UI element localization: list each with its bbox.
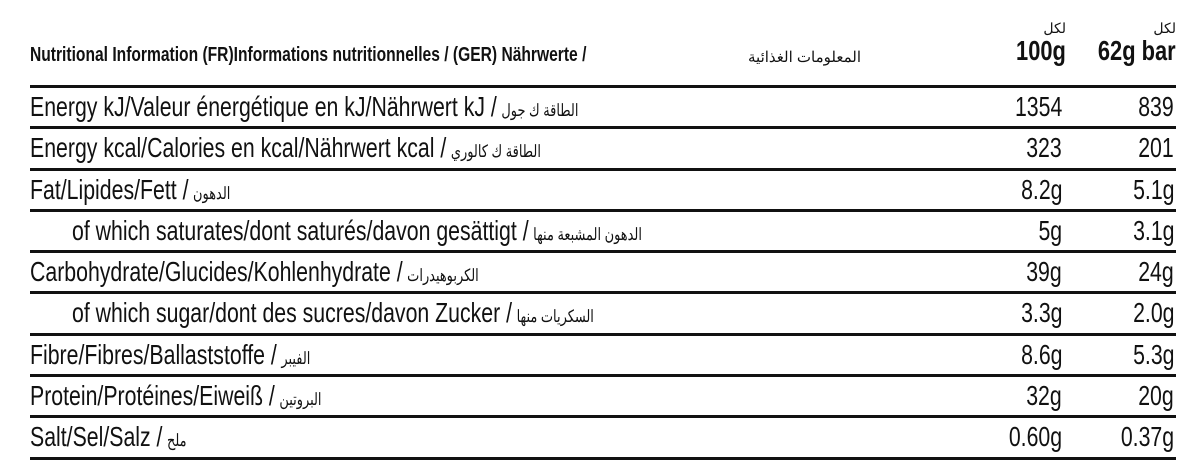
nutrient-name: Energy kcal/Calories en kcal/Nährwert kc… [30, 132, 447, 164]
nutrient-name: of which sugar/dont des sucres/davon Zuc… [72, 297, 513, 329]
nutrient-name: Fibre/Fibres/Ballaststoffe / [30, 338, 277, 370]
nutrient-name-arabic: ملح [167, 431, 187, 451]
value-per-bar: 201 [1138, 132, 1174, 164]
nutrient-name-arabic: الدهون المشبعة منها [533, 224, 642, 244]
nutrient-label: Fat/Lipides/Fett / الدهون [30, 174, 230, 206]
table-row: of which sugar/dont des sucres/davon Zuc… [30, 294, 1176, 336]
nutrient-label: of which saturates/dont saturés/davon ge… [72, 215, 642, 247]
nutrient-name: Fat/Lipides/Fett / [30, 173, 189, 205]
header-title-arabic: المعلومات الغذائية [748, 49, 862, 66]
nutrient-label: Salt/Sel/Salz / ملح [30, 421, 187, 453]
nutrient-label: Energy kJ/Valeur énergétique en kJ/Nährw… [30, 91, 578, 123]
table-header: Nutritional Information (FR)Informations… [30, 0, 1176, 88]
nutrient-name: Carbohydrate/Glucides/Kohlenhydrate / [30, 256, 403, 288]
nutrient-name-arabic: الفيبر [281, 348, 311, 368]
value-per-100g: 323 [1026, 132, 1062, 164]
value-per-bar: 20g [1138, 380, 1174, 412]
value-per-bar: 5.3g [1132, 338, 1174, 370]
nutrition-table: Energy kJ/Valeur énergétique en kJ/Nährw… [30, 88, 1176, 460]
nutrient-name-arabic: السكريات منها [516, 307, 594, 327]
value-per-bar: 0.37g [1120, 421, 1174, 453]
value-per-bar: 24g [1138, 256, 1174, 288]
nutrient-name: Protein/Protéines/Eiweiß / [30, 380, 275, 412]
nutrient-name: of which saturates/dont saturés/davon ge… [72, 214, 529, 246]
table-row: Energy kJ/Valeur énergétique en kJ/Nährw… [30, 88, 1176, 130]
value-per-100g: 8.6g [1020, 338, 1062, 370]
table-row: Fibre/Fibres/Ballaststoffe / الفيبر 8.6g 5.… [30, 336, 1176, 378]
nutrient-name-arabic: الكربوهيدرات [407, 266, 479, 286]
value-per-100g: 3.3g [1020, 297, 1062, 329]
table-row: Fat/Lipides/Fett / الدهون 8.2g 5.1g [30, 171, 1176, 212]
column-per-label: لكل [1043, 20, 1066, 36]
nutrient-label: Protein/Protéines/Eiweiß / البروتين [30, 380, 322, 412]
nutrient-name: Salt/Sel/Salz / [30, 421, 163, 453]
nutrient-label: of which sugar/dont des sucres/davon Zuc… [72, 297, 594, 329]
column-per-label: لكل [1153, 20, 1176, 36]
value-per-100g: 32g [1026, 380, 1062, 412]
table-row: Salt/Sel/Salz / ملح 0.60g 0.37g [30, 418, 1176, 460]
value-per-100g: 1354 [1014, 91, 1062, 122]
column-header-bar: لكل 62g bar [1076, 20, 1176, 65]
table-row: of which saturates/dont saturés/davon ge… [30, 212, 1176, 254]
table-row: Energy kcal/Calories en kcal/Nährwert kc… [30, 129, 1176, 171]
value-per-100g: 0.60g [1008, 421, 1062, 453]
nutrient-name-arabic: الطاقة ك كالوري [450, 142, 541, 162]
value-per-bar: 2.0g [1132, 297, 1174, 329]
nutrient-label: Energy kcal/Calories en kcal/Nährwert kc… [30, 132, 541, 164]
column-unit: 100g [1016, 35, 1066, 66]
nutrient-name: Energy kJ/Valeur énergétique en kJ/Nährw… [30, 91, 497, 122]
table-row: Protein/Protéines/Eiweiß / البروتين 32g 20g [30, 377, 1176, 419]
value-per-100g: 5g [1038, 214, 1062, 246]
nutrient-label: Carbohydrate/Glucides/Kohlenhydrate / الك… [30, 256, 479, 288]
column-unit: 62g bar [1098, 35, 1176, 66]
nutrient-name-arabic: الطاقة ك جول [501, 101, 579, 120]
header-title: Nutritional Information (FR)Informations… [30, 44, 587, 66]
value-per-bar: 5.1g [1132, 173, 1174, 205]
table-row: Carbohydrate/Glucides/Kohlenhydrate / الك… [30, 253, 1176, 295]
value-per-bar: 839 [1138, 91, 1174, 122]
value-per-bar: 3.1g [1132, 214, 1174, 246]
value-per-100g: 39g [1026, 256, 1062, 288]
nutrient-name-arabic: الدهون [193, 183, 231, 203]
value-per-100g: 8.2g [1020, 173, 1062, 205]
column-header-100g: لكل 100g [1002, 20, 1066, 65]
nutrient-name-arabic: البروتين [279, 390, 322, 410]
nutrient-label: Fibre/Fibres/Ballaststoffe / الفيبر [30, 339, 310, 371]
